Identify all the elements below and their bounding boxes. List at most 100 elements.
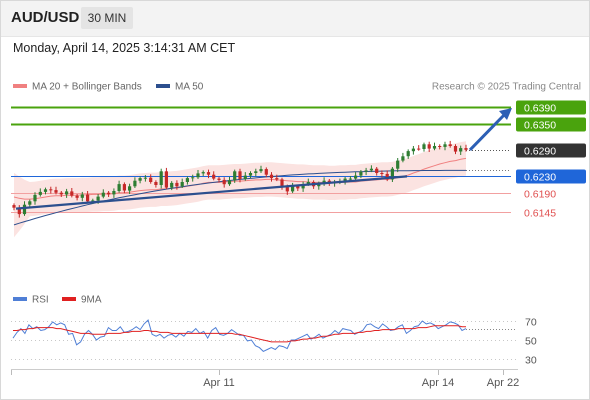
candle-body — [196, 173, 200, 178]
candle-body — [59, 192, 63, 195]
candle-body — [170, 182, 174, 188]
candle-body — [217, 178, 221, 180]
pivot-label: 0.6230 — [524, 171, 556, 183]
candle-body — [70, 191, 74, 196]
timeframe-button[interactable]: 30 MIN — [81, 7, 133, 29]
candle-body — [259, 169, 263, 172]
candle-body — [317, 184, 321, 187]
candle-body — [464, 148, 468, 150]
candle-body — [438, 146, 442, 147]
candle-body — [185, 178, 189, 182]
candle-body — [375, 168, 379, 173]
candle-body — [233, 171, 237, 181]
current-price-label: 0.6290 — [524, 145, 556, 157]
candle-body — [406, 151, 410, 157]
candle-body — [422, 144, 426, 149]
candle-body — [201, 172, 205, 174]
candle-body — [364, 170, 368, 172]
support-label: 0.6145 — [524, 207, 556, 219]
header-bar: AUD/USD 30 MIN — [0, 0, 590, 37]
candle-body — [149, 177, 153, 182]
datetime-label: Monday, April 14, 2025 3:14:31 AM CET — [13, 41, 236, 55]
candle-body — [154, 182, 158, 185]
candle-body — [443, 144, 447, 147]
level-labels: 0.6390 0.6350 0.6290 0.6230 0.6190 0.6145 — [516, 100, 586, 219]
candle-body — [354, 175, 358, 179]
rsi-ma-legend-label: 9MA — [81, 295, 102, 306]
candle-body — [280, 179, 284, 188]
candle-body — [117, 184, 121, 191]
pivot-label-box — [516, 169, 586, 184]
candle-body — [396, 160, 400, 169]
rsi-ma-legend-swatch — [62, 297, 76, 301]
candle-body — [359, 171, 363, 176]
candle-body — [206, 172, 211, 175]
projection-arrow-shaft — [468, 111, 508, 151]
candle-body — [96, 196, 100, 201]
candle-body — [65, 191, 69, 195]
candle-body — [33, 194, 37, 202]
candle-body — [269, 174, 274, 179]
x-axis-label: Apr 11 — [203, 377, 235, 389]
candle-body — [159, 171, 163, 185]
candle-body — [348, 178, 352, 180]
candle-body — [453, 146, 458, 152]
candle-body — [427, 144, 431, 149]
candle-body — [291, 186, 295, 192]
projection-arrow-head — [499, 108, 512, 120]
candle-body — [75, 195, 79, 198]
candle-body — [385, 173, 389, 180]
candle-body — [17, 207, 21, 215]
candle-body — [369, 168, 373, 171]
rsi-panel: 70 50 30 — [11, 317, 537, 367]
candle-body — [296, 186, 300, 189]
trend-overlays — [15, 108, 512, 210]
candle-body — [133, 180, 137, 187]
candle-body — [112, 191, 116, 195]
x-axis-label: Apr 22 — [487, 377, 519, 389]
candle-body — [248, 173, 253, 176]
candle-body — [91, 200, 95, 202]
candle-body — [306, 182, 310, 185]
rsi-tick-label: 50 — [525, 336, 537, 348]
rsi-tick-label: 30 — [525, 355, 537, 367]
candle-body — [175, 182, 179, 187]
resistance-label-box — [516, 117, 586, 132]
rsi-tick-label: 70 — [525, 317, 537, 329]
candle-body — [54, 190, 58, 193]
candle-body — [238, 171, 242, 179]
ma50-legend-swatch — [156, 84, 170, 88]
rsi-line — [12, 319, 467, 353]
candle-body — [86, 194, 90, 202]
rsi-legend-swatch — [13, 297, 27, 301]
candle-body — [275, 178, 279, 180]
candle-body — [101, 192, 105, 197]
candle-body — [254, 171, 258, 173]
candle-body — [143, 177, 147, 179]
candle-body — [243, 175, 247, 179]
candle-body — [49, 189, 53, 191]
x-axis: Apr 11 Apr 14 Apr 22 — [11, 370, 519, 389]
candle-body — [191, 177, 195, 179]
candle-body — [122, 184, 126, 191]
candle-body — [22, 204, 27, 215]
candle-body — [227, 180, 232, 185]
rsi-ma-line — [13, 325, 466, 343]
candle-body — [459, 148, 463, 152]
candle-body — [448, 144, 452, 146]
candle-body — [38, 191, 42, 195]
credit-label: Research © 2025 Trading Central — [432, 82, 581, 93]
candle-body — [28, 201, 32, 205]
candle-body — [411, 148, 415, 152]
candle-body — [417, 148, 421, 150]
resistance-label: 0.6390 — [524, 102, 556, 114]
candle-body — [138, 178, 142, 181]
x-axis-label: Apr 14 — [422, 377, 454, 389]
candle-body — [212, 174, 216, 179]
symbol-title[interactable]: AUD/USD — [11, 9, 80, 26]
candle-body — [80, 194, 84, 198]
level-lines — [11, 106, 511, 213]
candle-body — [128, 186, 132, 191]
candle-body — [380, 173, 384, 174]
